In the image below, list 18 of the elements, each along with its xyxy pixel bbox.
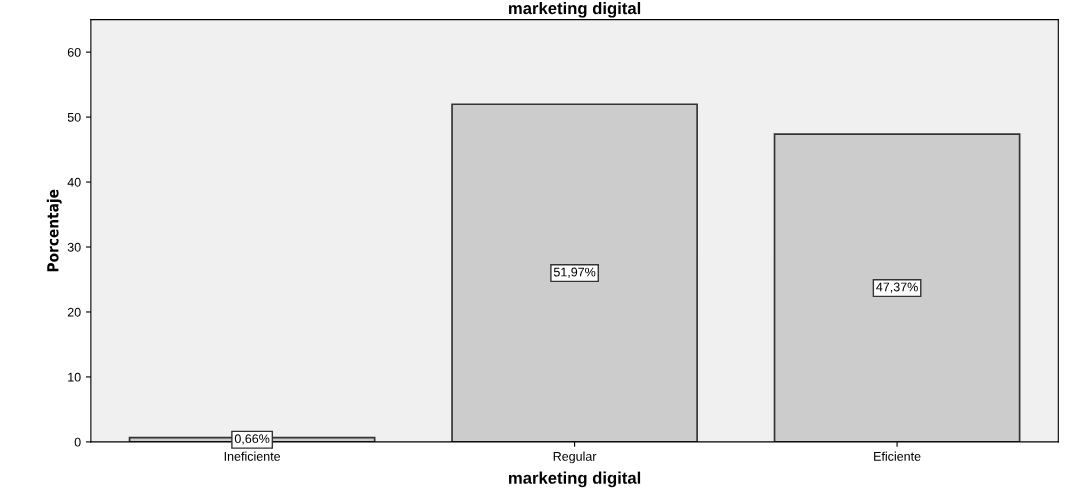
data-label: 51,97% <box>553 267 596 278</box>
x-tick-label: Ineficiente <box>224 451 281 461</box>
bar <box>451 103 698 442</box>
y-tick-label: 0 <box>74 437 81 447</box>
bar <box>773 133 1021 442</box>
x-tick-label: Regular <box>553 451 597 464</box>
x-tick-label: Eficiente <box>874 451 921 461</box>
y-tick-label: 10 <box>68 372 81 382</box>
y-tick-label: 30 <box>67 242 81 252</box>
data-label: 0,66% <box>234 434 270 445</box>
chart-title: marketing digital <box>509 2 641 18</box>
data-label: 47,37% <box>876 282 918 293</box>
x-axis-title: marketing digital <box>509 471 641 488</box>
y-tick-label: 40 <box>67 177 81 187</box>
y-tick-label: 20 <box>67 307 81 317</box>
y-axis-title: Porcentaje <box>46 189 62 272</box>
y-tick-label: 60 <box>67 47 81 57</box>
y-tick-label: 50 <box>67 112 81 122</box>
